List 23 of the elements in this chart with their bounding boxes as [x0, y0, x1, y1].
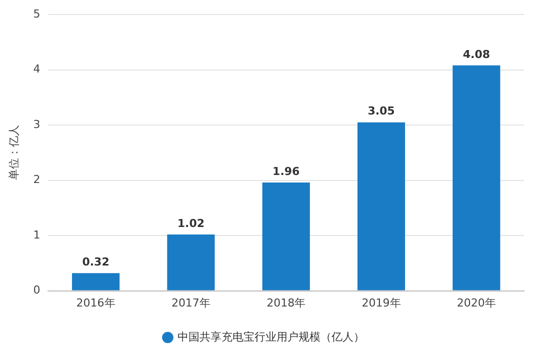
- x-tick-label: 2020年: [456, 296, 496, 310]
- data-label: 4.08: [462, 48, 490, 61]
- y-tick-label: 4: [33, 62, 40, 76]
- y-tick-label: 0: [33, 284, 40, 297]
- y-tick-label: 1: [33, 228, 40, 242]
- data-label: 1.96: [272, 164, 300, 178]
- y-tick-label: 3: [33, 118, 40, 131]
- y-tick-label: 2: [33, 173, 40, 186]
- data-label: 3.05: [368, 104, 395, 118]
- x-tick-label: 2017年: [171, 296, 210, 310]
- y-tick-label: 5: [33, 7, 40, 20]
- legend-label: 中国共享充电宝行业用户规模（亿人）: [177, 330, 364, 344]
- data-label: 1.02: [177, 216, 205, 230]
- x-tick-label: 2018年: [266, 296, 306, 310]
- bar: [357, 122, 406, 290]
- y-axis-title: 单位：亿人: [7, 125, 20, 180]
- bar: [167, 234, 215, 290]
- x-tick-label: 2019年: [362, 296, 401, 310]
- bar: [72, 273, 120, 290]
- x-tick-label: 2016年: [76, 296, 116, 310]
- data-label: 0.32: [82, 255, 110, 268]
- bar: [452, 65, 500, 290]
- bar: [262, 182, 310, 290]
